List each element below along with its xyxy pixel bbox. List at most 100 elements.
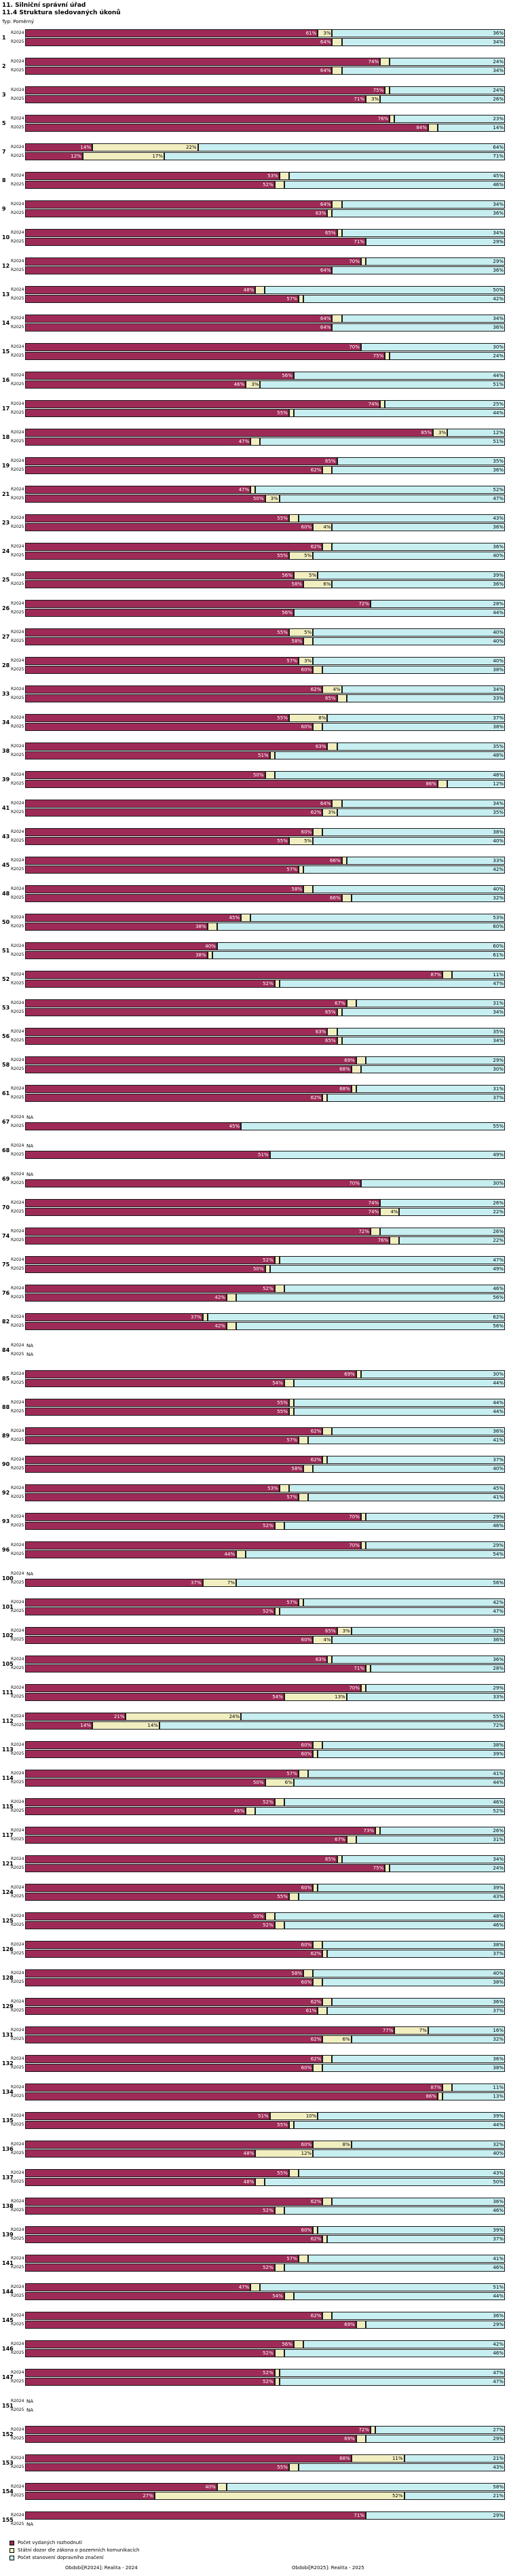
bar-row: R2024 60% 39%: [11, 2226, 509, 2234]
bar-row: R2025 52% 46%: [11, 2206, 509, 2215]
bar-row: R2024 60% 38%: [11, 1941, 509, 1949]
series-label: R2024: [11, 1486, 24, 1490]
bar-row: R2025 62% 6% 32%: [11, 2035, 509, 2043]
bar-segment-rozhodnuti: 62%: [25, 466, 323, 474]
bar-row: R2025 54% 44%: [11, 2292, 509, 2300]
bar-segment-dopravni-znaceni: 39%: [318, 571, 505, 579]
series-label: R2024: [11, 1029, 24, 1034]
bar-segment-dopravni-znaceni: 29%: [365, 2511, 505, 2520]
segment-value: 12%: [71, 154, 81, 159]
bar-row: R2025 54% 13% 33%: [11, 1693, 509, 1701]
series-label: R2025: [11, 1837, 24, 1842]
stacked-bar: 62% 37%: [25, 1456, 505, 1464]
bar-segment-rozhodnuti: 37%: [25, 1313, 203, 1321]
bar-row: R2025 38% 61%: [11, 951, 509, 959]
bar-segment-dopravni-znaceni: 34%: [341, 1855, 505, 1863]
series-label: R2025: [11, 2151, 24, 2155]
bar-segment-rozhodnuti: 45%: [25, 914, 242, 922]
bar-group-50: 50 R2024 45% 53% R2025 38% 60%: [0, 914, 509, 931]
bar-segment-dopravni-znaceni: 29%: [365, 2435, 505, 2443]
segment-value: 34%: [493, 230, 504, 236]
stacked-bar: 71% 29%: [25, 2511, 505, 2520]
bar-segment-statni-dozor: [390, 1236, 400, 1245]
segment-value: 29%: [493, 1514, 504, 1520]
bar-segment-statni-dozor: [298, 1493, 309, 1501]
series-label: R2024: [11, 829, 24, 834]
bar-segment-statni-dozor: [288, 1408, 294, 1416]
segment-value: 32%: [493, 2142, 504, 2147]
stacked-bar: 53% 45%: [25, 172, 505, 180]
stacked-bar: 67% 31%: [25, 999, 505, 1007]
segment-value: 57%: [286, 296, 297, 302]
bar-segment-rozhodnuti: 62%: [25, 2312, 323, 2320]
bar-segment-rozhodnuti: 47%: [25, 2283, 251, 2291]
bar-segment-statni-dozor: [337, 1855, 342, 1863]
stacked-bar: 14% 22% 64%: [25, 143, 505, 151]
bar-segment-statni-dozor: [390, 115, 395, 123]
segment-value: 21%: [113, 1714, 125, 1719]
bar-row: R2024 60% 38%: [11, 1741, 509, 1749]
bar-segment-dopravni-znaceni: 12%: [447, 780, 505, 788]
group-number: 10: [2, 234, 10, 240]
bar-row: R2024 37% 62%: [11, 1313, 509, 1321]
series-label: R2024: [11, 430, 24, 435]
segment-value: 48%: [243, 2151, 254, 2156]
bar-segment-dopravni-znaceni: 22%: [399, 1236, 505, 1245]
stacked-bar: 60% 39%: [25, 1884, 505, 1892]
segment-value: 34%: [493, 687, 504, 692]
bar-segment-rozhodnuti: 87%: [25, 2083, 443, 2092]
bar-segment-dopravni-znaceni: 37%: [327, 2007, 505, 2015]
stacked-bar: 74% 25%: [25, 400, 505, 408]
bar-segment-rozhodnuti: 14%: [25, 1721, 92, 1730]
stacked-bar: NA: [25, 1142, 505, 1150]
segment-value: 64%: [320, 39, 331, 45]
series-label: R2024: [11, 344, 24, 349]
bar-segment-statni-dozor: [269, 751, 275, 759]
stacked-bar: 64% 36%: [25, 266, 505, 274]
segment-value: 52%: [263, 2265, 274, 2270]
stacked-bar: 52% 46%: [25, 2349, 505, 2357]
series-label: R2025: [11, 2179, 24, 2184]
segment-value: 40%: [493, 630, 504, 635]
stacked-bar: 52% 47%: [25, 980, 505, 988]
segment-value: 39%: [493, 1885, 504, 1891]
bar-segment-rozhodnuti: 56%: [25, 609, 294, 617]
segment-value: 40%: [493, 1971, 504, 1976]
segment-value: 40%: [493, 1466, 504, 1471]
bar-segment-rozhodnuti: 60%: [25, 523, 314, 531]
bar-row: R2025 12% 17% 71%: [11, 152, 509, 160]
bar-segment-rozhodnuti: 57%: [25, 1598, 299, 1607]
bar-segment-statni-dozor: 24%: [126, 1713, 242, 1721]
segment-value: 63%: [315, 744, 326, 749]
bar-segment-dopravni-znaceni: 45%: [288, 1484, 505, 1492]
bar-row: R2024 NA: [11, 1142, 509, 1150]
bar-group-74: 74 R2024 72% 26% R2025 76% 22%: [0, 1228, 509, 1245]
bar-segment-rozhodnuti: 60%: [25, 1741, 314, 1749]
segment-value: 46%: [493, 1800, 504, 1805]
segment-value: 5%: [309, 573, 317, 578]
series-label: R2025: [11, 467, 24, 472]
bar-row: R2024 52% 47%: [11, 1256, 509, 1264]
stacked-bar: 27% 52% 21%: [25, 2492, 505, 2500]
segment-value: 36%: [493, 31, 504, 36]
bar-segment-statni-dozor: [265, 1265, 270, 1273]
bar-segment-dopravni-znaceni: 36%: [332, 2198, 505, 2206]
series-label: R2025: [11, 639, 24, 643]
segment-value: 47%: [493, 1257, 504, 1263]
bar-row: R2025 42% 56%: [11, 1322, 509, 1330]
segment-value: 40%: [493, 2151, 504, 2156]
segment-value: 47%: [238, 487, 250, 493]
bar-segment-rozhodnuti: 54%: [25, 1693, 284, 1701]
bar-group-128: 128 R2024 58% 40% R2025 60% 38%: [0, 1969, 509, 1986]
bar-segment-rozhodnuti: 69%: [25, 1370, 356, 1378]
stacked-bar: 65% 3% 32%: [25, 1627, 505, 1635]
segment-value: 60%: [301, 1637, 312, 1643]
stacked-bar: 75% 24%: [25, 86, 505, 94]
stacked-bar: 76% 23%: [25, 115, 505, 123]
series-label: R2025: [11, 1466, 24, 1471]
bar-row: R2024 87% 11%: [11, 971, 509, 979]
segment-value: 44%: [493, 2122, 504, 2128]
bar-segment-dopravni-znaceni: 34%: [341, 315, 505, 323]
bar-segment-dopravni-znaceni: 36%: [332, 1656, 505, 1664]
bar-group-139: 139 R2024 60% 39% R2025 62% 37%: [0, 2226, 509, 2243]
